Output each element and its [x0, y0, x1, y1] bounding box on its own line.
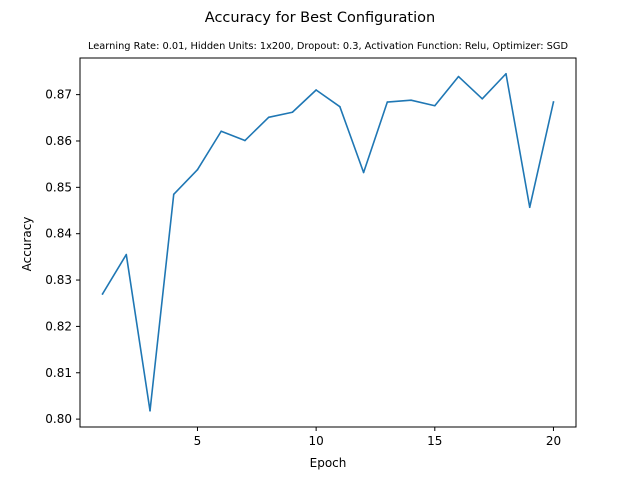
- data-point: [433, 104, 436, 107]
- data-point: [172, 193, 175, 196]
- y-tick-label: 0.85: [45, 180, 72, 194]
- data-point: [101, 293, 104, 295]
- y-tick-label: 0.82: [45, 319, 72, 333]
- y-tick-label: 0.81: [45, 366, 72, 380]
- y-tick-label: 0.80: [45, 412, 72, 426]
- plot-frame: [79, 57, 577, 428]
- data-point: [220, 130, 223, 133]
- y-tick-label: 0.83: [45, 273, 72, 287]
- data-point: [457, 75, 460, 78]
- y-axis-label: Accuracy: [20, 217, 34, 272]
- chart-title: Accuracy for Best Configuration: [205, 10, 435, 26]
- data-point: [196, 168, 199, 171]
- axis-ticks: 5 10 15 20 0.80 0.81 0.82 0.83 0.84 0.85 0.86 0.87: [45, 88, 561, 448]
- x-tick-label: 5: [194, 434, 202, 448]
- data-point: [528, 206, 531, 209]
- data-point: [315, 89, 317, 91]
- x-tick-label: 10: [308, 434, 323, 448]
- data-point: [552, 101, 555, 103]
- data-point: [410, 99, 412, 101]
- data-point: [386, 101, 389, 103]
- y-tick-label: 0.87: [45, 88, 72, 102]
- data-point: [481, 97, 484, 100]
- x-axis-label: Epoch: [310, 456, 347, 470]
- data-point: [362, 171, 365, 174]
- data-point: [267, 116, 270, 119]
- data-point: [505, 72, 507, 75]
- chart-subtitle: Learning Rate: 0.01, Hidden Units: 1x200…: [88, 41, 568, 52]
- series-line: [101, 72, 555, 412]
- data-point: [339, 105, 341, 108]
- x-tick-label: 15: [427, 434, 442, 448]
- y-tick-label: 0.84: [45, 227, 72, 241]
- series-layer: [101, 72, 555, 412]
- y-tick-label: 0.86: [45, 134, 72, 148]
- data-point: [125, 253, 128, 256]
- x-tick-label: 20: [546, 434, 561, 448]
- data-point: [149, 409, 151, 412]
- data-point: [244, 139, 246, 142]
- data-point: [291, 111, 294, 114]
